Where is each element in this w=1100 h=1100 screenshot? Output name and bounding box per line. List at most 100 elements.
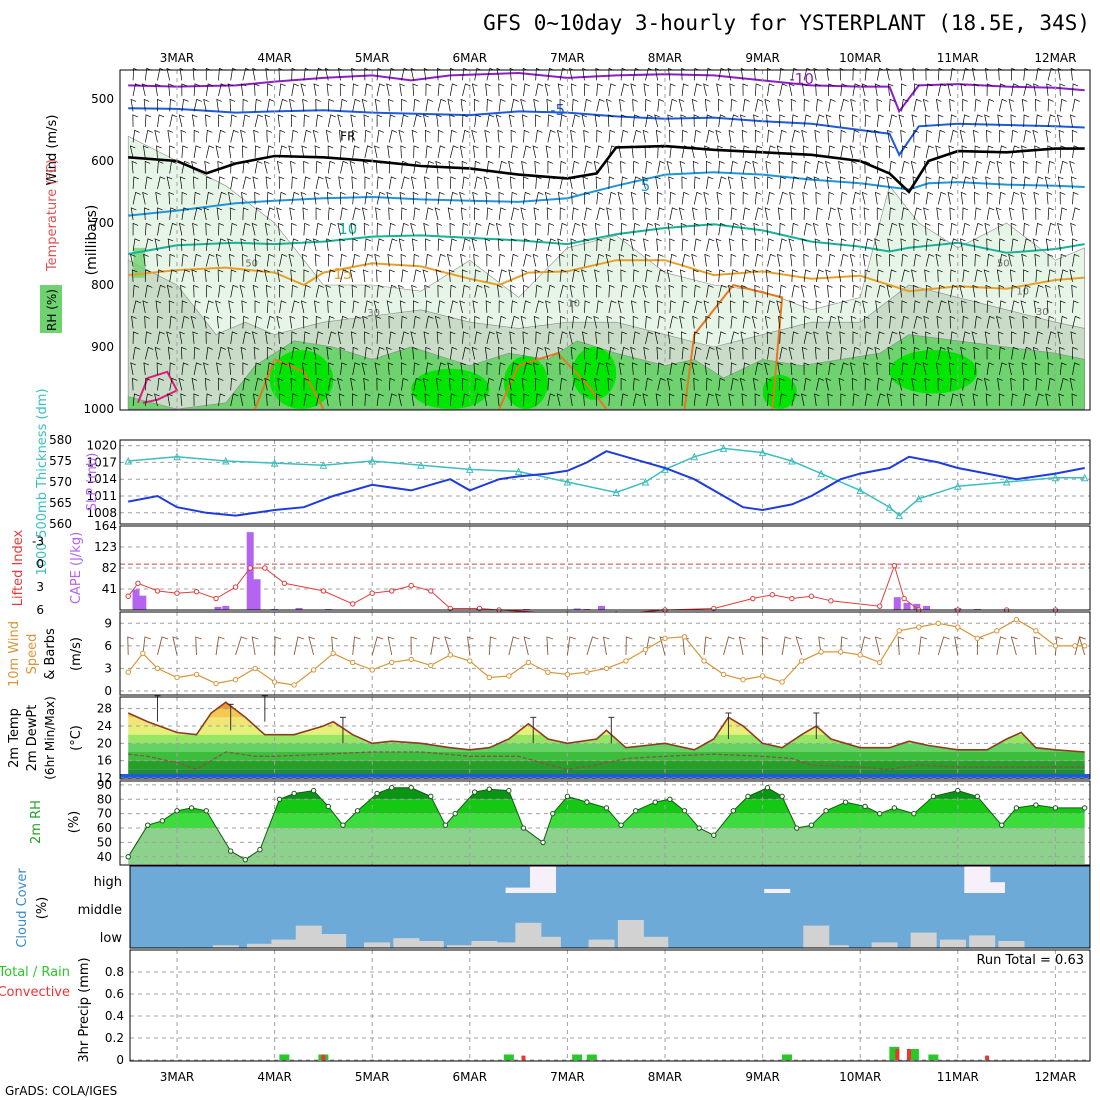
wind-barb [718, 207, 724, 220]
wind-barb [144, 238, 154, 251]
wind-barb [157, 207, 163, 220]
wind-barb [308, 636, 316, 656]
wind-barb [279, 300, 287, 313]
temp-band [128, 752, 1085, 761]
wind-barb [918, 636, 928, 656]
wind-barb [157, 636, 169, 656]
y-tick-label: 1008 [86, 506, 117, 520]
wind-barb [434, 315, 441, 329]
wind-barb [331, 636, 338, 656]
wind-barb [1021, 145, 1027, 158]
wind-barb [742, 238, 748, 251]
wind-barb [462, 238, 471, 251]
rh-marker [891, 805, 898, 811]
wind-barb [401, 331, 409, 344]
wind-barb [852, 83, 861, 96]
wind-barb [937, 300, 947, 313]
wind-barb [888, 300, 894, 313]
wind-barb [1072, 145, 1080, 158]
wind-barb [937, 129, 946, 143]
wind-barb [279, 284, 285, 298]
wind-barb [840, 346, 847, 360]
wind-barb [693, 331, 700, 344]
wind-speed-marker [447, 652, 453, 658]
wind-barb [1059, 253, 1067, 267]
wind-barb [583, 129, 589, 143]
wind-barb [339, 346, 346, 360]
wind-barb [788, 346, 795, 360]
precip-total-bar [928, 1054, 939, 1060]
wind-barb [559, 222, 568, 236]
isotherm-label: 10 [338, 220, 357, 238]
wind-barb [264, 377, 270, 391]
wind-barb [1023, 346, 1032, 360]
wind-barb [131, 269, 138, 282]
wind-barb [571, 191, 577, 205]
wind-speed-marker [701, 658, 707, 664]
wind-barb [412, 346, 418, 360]
wind-barb [1072, 253, 1080, 267]
wind-barb [425, 98, 433, 112]
wind-barb [937, 331, 944, 344]
wind-barb [974, 207, 982, 220]
wind-barb [425, 145, 433, 158]
rh-marker [584, 799, 590, 805]
wind-barb [814, 238, 821, 251]
wind-barb [962, 269, 970, 282]
wind-barb [178, 377, 185, 391]
wind-barb [1072, 207, 1081, 220]
wind-barb [523, 176, 529, 189]
wind-barb [925, 253, 935, 267]
panel-frame [119, 780, 1091, 866]
wind-barb [1056, 114, 1063, 127]
y-tick-label: 0.4 [105, 1009, 124, 1023]
wind-barb [828, 346, 834, 360]
wind-barb [632, 393, 642, 406]
wind-barb [886, 393, 893, 406]
wind-barb [279, 83, 286, 96]
wind-barb [279, 253, 288, 267]
wind-barb [595, 331, 601, 344]
wind-barb [850, 98, 856, 112]
date-tick-label: 10MAR [839, 1070, 881, 1084]
wind-barb [887, 129, 893, 143]
wind-barb [1058, 238, 1065, 251]
wind-barb [840, 191, 848, 205]
wind-barb [277, 377, 284, 391]
wind-barb [181, 83, 187, 96]
wind-barb [620, 269, 626, 282]
cloud-low-bar [534, 936, 561, 948]
wind-barb [242, 176, 251, 189]
wind-barb [144, 269, 151, 282]
wind-barb [327, 160, 336, 174]
wind-barb [693, 114, 700, 127]
wind-barb [364, 331, 370, 344]
axis-label: (%) [67, 811, 82, 834]
wind-barb [340, 207, 348, 220]
wind-barb [767, 346, 775, 360]
y-tick-label: 0 [116, 1053, 124, 1067]
wind-barb [998, 362, 1007, 375]
wind-barb [642, 129, 649, 143]
wind-barb [557, 83, 564, 96]
wind-barb [666, 269, 673, 282]
date-tick-label: 6MAR [453, 1070, 488, 1084]
wind-barb [815, 160, 824, 174]
wind-barb [913, 362, 922, 375]
wind-barb [533, 362, 539, 375]
wind-barb [424, 393, 431, 406]
wind-barb [962, 176, 971, 189]
wind-barb [570, 129, 576, 143]
wind-barb [142, 191, 148, 205]
wind-barb [801, 393, 807, 406]
wind-barb [510, 207, 519, 220]
y-tick-label: 1011 [86, 489, 117, 503]
wind-barb [303, 160, 309, 174]
wind-barb [253, 238, 260, 251]
wind-barb [950, 393, 959, 406]
wind-barb [154, 346, 161, 360]
wind-barb [608, 222, 614, 236]
thickness-marker [368, 456, 377, 465]
wind-speed-marker [1072, 643, 1078, 649]
wind-barb [498, 207, 506, 220]
